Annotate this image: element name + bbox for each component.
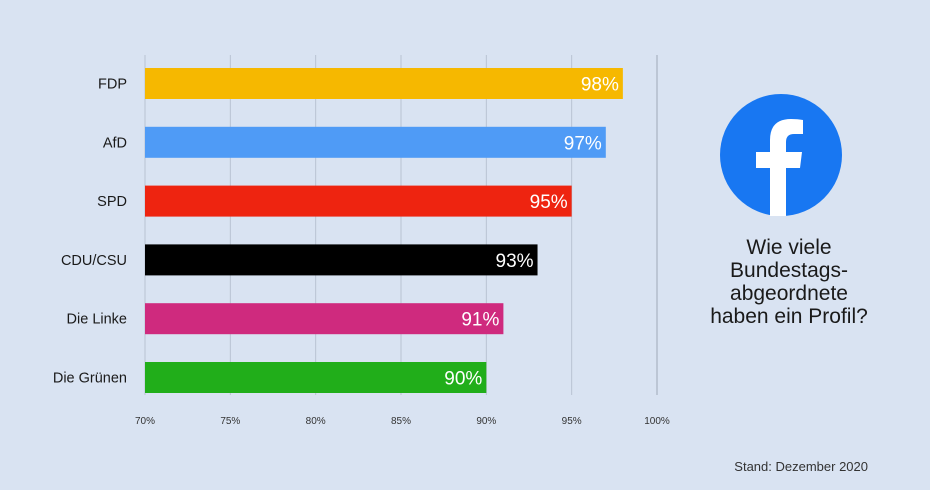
x-tick-label: 75%: [220, 416, 240, 427]
side-title-line: haben ein Profil?: [710, 305, 868, 328]
side-title-line: abgeordnete: [730, 282, 848, 305]
category-label: FDP: [98, 77, 127, 93]
x-tick-label: 95%: [562, 416, 582, 427]
bar: [145, 362, 487, 393]
bar: [145, 185, 572, 217]
x-tick-label: 80%: [306, 416, 326, 427]
bar: [145, 68, 623, 99]
x-tick-label: 90%: [476, 416, 496, 427]
side-title-line: Wie viele: [746, 236, 832, 259]
x-tick-label: 85%: [391, 416, 411, 427]
bar: [145, 244, 538, 276]
x-tick-label: 100%: [644, 416, 670, 427]
bar: [145, 303, 504, 335]
value-label: 93%: [496, 251, 534, 272]
category-label: CDU/CSU: [61, 253, 127, 269]
category-label: SPD: [97, 194, 127, 210]
category-label: Die Linke: [67, 312, 127, 328]
bars-group: FDP 98% AfD 97% SPD 95% CDU/CSU 93% Die Linke 91%…: [53, 68, 623, 393]
grid-lines: [144, 55, 573, 395]
side-title: Wie viele Bundestags- abgeordnete haben …: [664, 236, 914, 328]
value-label: 97%: [564, 133, 602, 154]
category-label: AfD: [103, 135, 127, 151]
category-label: Die Grünen: [53, 371, 127, 387]
side-title-line: Bundestags-: [730, 259, 848, 282]
value-label: 95%: [530, 192, 568, 213]
facebook-icon: [720, 94, 842, 216]
x-axis-tick-labels: 70% 75% 80% 85% 90% 95% 100%: [135, 416, 670, 427]
value-label: 91%: [461, 310, 499, 331]
value-label: 98%: [581, 75, 619, 96]
footnote: Stand: Dezember 2020: [734, 459, 868, 474]
x-tick-label: 70%: [135, 416, 155, 427]
bar: [145, 126, 606, 158]
value-label: 90%: [444, 369, 482, 390]
